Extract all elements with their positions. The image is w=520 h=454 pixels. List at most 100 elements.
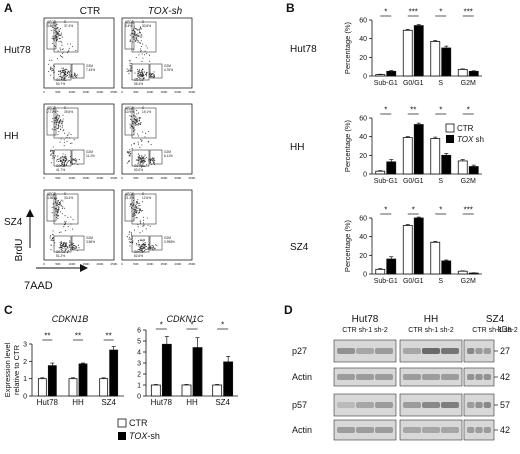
flow-dot — [140, 40, 142, 42]
flow-dot — [134, 72, 136, 74]
blot-band — [422, 427, 440, 433]
flow-dot — [132, 41, 134, 43]
flow-dot — [134, 214, 136, 217]
flow-dot — [150, 76, 153, 78]
chart-c-cdkn1c: 0 1 2 3 4 5 6 * Hut78 * HH * SZ4 — [137, 321, 238, 407]
blot-band — [441, 427, 459, 433]
flow-dot — [135, 159, 137, 161]
gate-apop — [124, 22, 135, 50]
flow-dot — [62, 56, 64, 58]
gate-g2m — [149, 149, 163, 165]
flow-dot — [54, 38, 56, 40]
flow-dot — [70, 216, 72, 218]
flow-dot — [126, 162, 128, 164]
panel-letter-c: C — [4, 303, 13, 317]
flow-dot — [141, 161, 143, 163]
flow-dot — [56, 204, 59, 206]
flow-dot — [56, 38, 58, 40]
flow-dot — [68, 132, 70, 134]
flow-dot — [142, 216, 145, 218]
flow-dot — [152, 158, 154, 160]
blot-band — [422, 348, 440, 354]
flow-dot — [136, 34, 138, 36]
flow-dot — [145, 156, 148, 159]
flow-dot — [63, 162, 65, 164]
x-tick-label: G0/G1 — [403, 80, 424, 87]
bar-s-sh — [441, 154, 452, 175]
flow-dot — [57, 33, 59, 35]
blot-r2-b2 — [463, 393, 495, 417]
flow-dot — [69, 142, 71, 145]
flow-dot — [146, 52, 148, 55]
x-tick-label: G2M — [461, 80, 476, 87]
flow-dot — [156, 244, 158, 247]
flow-dot — [134, 208, 136, 211]
flow-dot — [72, 75, 74, 77]
flow-dot — [57, 113, 59, 115]
flow-dot — [132, 123, 134, 125]
gate-apop — [46, 22, 57, 50]
gate-s — [53, 21, 79, 53]
flow-dot — [136, 118, 138, 120]
blot-band — [356, 374, 374, 380]
flow-dot — [62, 200, 64, 202]
flow-dot — [138, 156, 141, 159]
y-axis-label: Expression level — [3, 342, 12, 397]
flow-dot — [60, 159, 62, 161]
flow-dot — [137, 226, 139, 228]
flow-dot — [136, 201, 138, 203]
flow-dot — [129, 245, 131, 247]
gate-value-g0g1: 41.7% — [56, 168, 65, 172]
flow-dot — [134, 124, 136, 126]
flow-dot — [56, 202, 58, 204]
flow-dot — [130, 144, 132, 146]
gate-label-g0g1: G0-G1 — [134, 250, 144, 254]
bar-s-ctr — [430, 138, 441, 175]
flow-dot — [135, 56, 137, 59]
flow-dot — [135, 110, 137, 112]
flow-dot — [56, 208, 58, 210]
flow-dot — [132, 127, 134, 129]
flow-dot — [64, 156, 66, 158]
flow-x-tick: 150K — [160, 176, 167, 180]
flow-dot — [139, 220, 141, 222]
gate-label-apop: APOP — [125, 192, 134, 196]
flow-dot — [57, 214, 59, 216]
flow-dot — [75, 49, 77, 52]
flow-x-tick: 250K — [188, 176, 195, 180]
gate-s — [131, 193, 157, 225]
gate-label-g2m: G2M — [164, 64, 171, 68]
panel-d-row-label-1: Actin — [292, 372, 312, 382]
flow-x-tick: 250K — [110, 90, 117, 94]
flow-dot — [126, 236, 128, 238]
significance-mark: ** — [44, 332, 50, 341]
blot-band — [375, 427, 393, 433]
gate-g0g1 — [53, 149, 72, 167]
flow-dot — [58, 208, 60, 210]
gate-label-g0g1: G0-G1 — [134, 164, 144, 168]
flow-dot — [135, 121, 137, 123]
flow-dot — [62, 125, 64, 127]
flow-dot — [129, 205, 131, 207]
flow-dot — [59, 35, 61, 37]
flow-dot — [71, 142, 73, 144]
flow-dot — [138, 163, 140, 165]
flow-dot — [50, 67, 52, 69]
y-tick-label: 0 — [363, 172, 367, 179]
flow-dot — [63, 145, 65, 147]
flow-dot — [69, 75, 71, 77]
flow-dot — [68, 76, 70, 78]
flow-dot — [136, 68, 139, 71]
flow-dot — [140, 164, 142, 166]
flow-dot — [137, 41, 139, 43]
flow-x-tick: 50K — [55, 90, 60, 94]
flow-dot — [60, 231, 62, 233]
flow-dot — [140, 239, 142, 241]
flow-dot — [60, 34, 62, 36]
flow-x-tick: 150K — [82, 176, 89, 180]
flow-dot — [138, 245, 140, 247]
flow-dot — [66, 163, 68, 165]
flow-dot — [136, 244, 138, 246]
flow-dot — [63, 129, 65, 131]
panel-letter-b: B — [286, 1, 295, 15]
